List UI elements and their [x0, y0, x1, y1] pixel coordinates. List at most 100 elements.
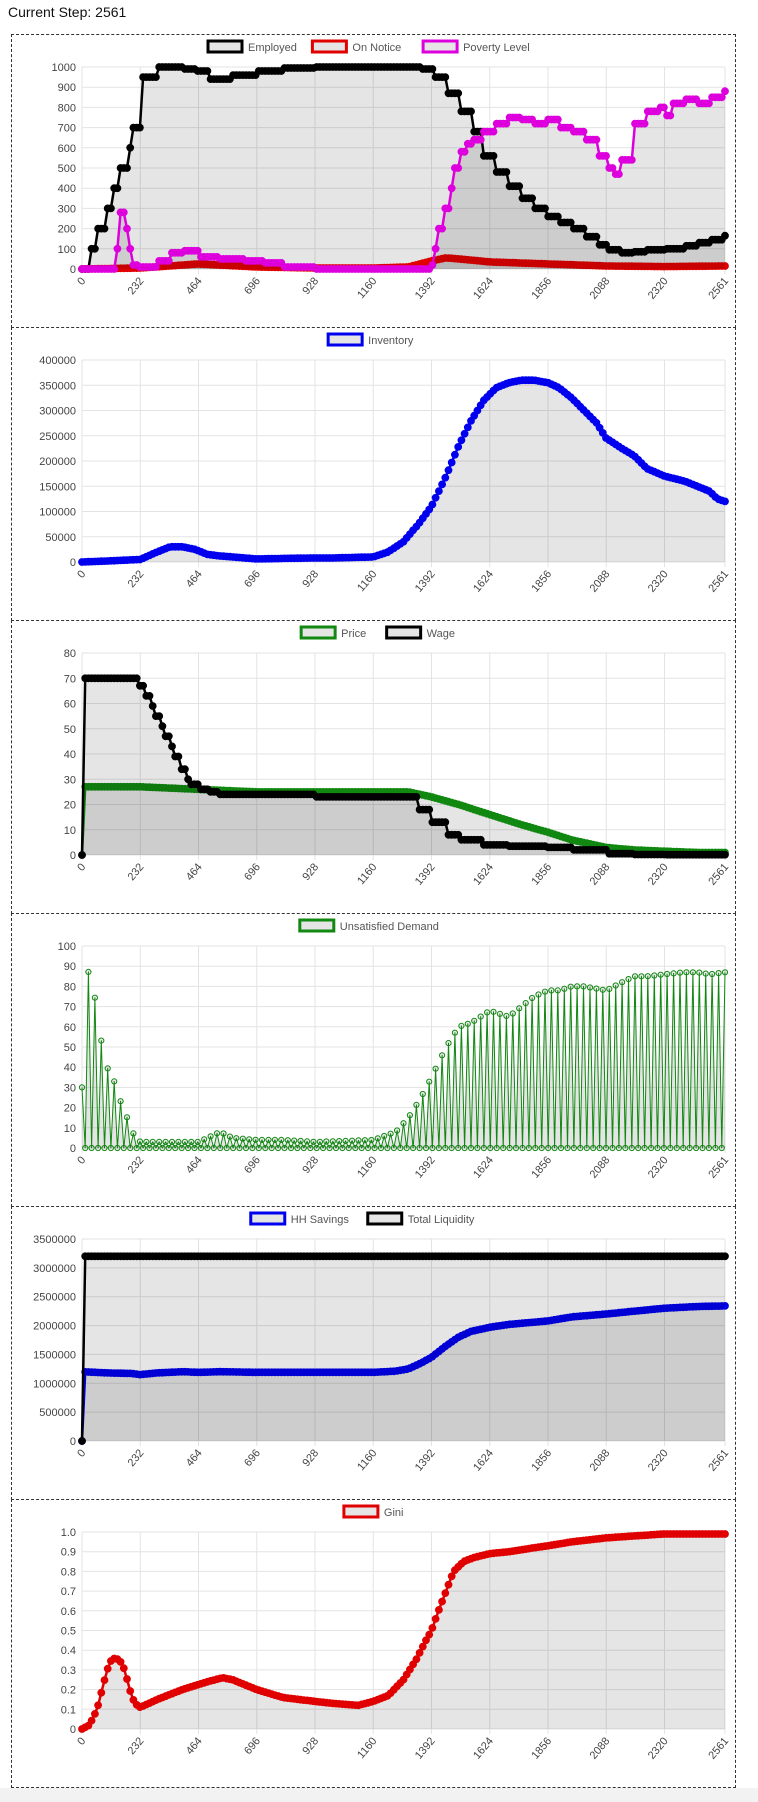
data-point: [410, 1144, 417, 1152]
gini-chart: Gini 0 0.1 0.2 0.3 0.4 0.5 0.6 0.7 0.8 0.9 1.0 0 232 4…: [61, 1504, 731, 1762]
data-point: [107, 1144, 115, 1152]
data-point: [123, 1675, 131, 1683]
data-point: [631, 973, 639, 980]
data-point: [416, 1144, 423, 1152]
series-area-wage: [82, 678, 725, 855]
data-point: [419, 1090, 426, 1098]
y-tick-label: 0: [70, 1436, 76, 1448]
data-point: [686, 1144, 693, 1152]
chart-panel-price-wage: Price Wage 0 10 20 30 40 50 60 70 80 0 232 464 696 928 1…: [11, 620, 736, 914]
data-point: [460, 147, 469, 156]
series-area-unsatisfied-demand: [82, 971, 725, 1148]
y-tick-label: 350000: [39, 380, 76, 392]
data-point: [313, 1144, 320, 1152]
y-tick-label: 90: [64, 961, 76, 973]
y-tick-label: 50000: [45, 532, 76, 544]
x-tick-label: 2320: [646, 568, 671, 594]
data-point: [95, 1144, 102, 1152]
data-point: [284, 1137, 291, 1144]
data-point: [236, 1144, 243, 1152]
y-tick-label: 0.9: [61, 1547, 76, 1559]
series-points-inventory: [78, 376, 729, 566]
legend-swatch-price: [299, 625, 337, 640]
data-point: [721, 1530, 729, 1538]
data-point: [641, 1144, 648, 1152]
data-point: [412, 1655, 421, 1664]
x-tick-label: 2320: [646, 1447, 671, 1473]
x-tick-label: 1856: [529, 275, 554, 301]
chart-grid: [81, 1238, 726, 1446]
legend-swatch-poverty-level: [421, 39, 459, 54]
data-point: [307, 1144, 314, 1152]
chart-panel-inventory: Inventory 0 50000 100000 150000 200000 250000 3…: [11, 327, 736, 621]
data-point: [432, 1065, 439, 1072]
data-point: [699, 1144, 706, 1152]
data-point: [246, 1136, 253, 1143]
data-point: [566, 218, 575, 227]
series-area-poverty-level: [82, 91, 725, 269]
x-tick-label: 696: [242, 1154, 263, 1176]
data-point: [528, 194, 536, 203]
y-tick-label: 500000: [39, 1407, 76, 1419]
data-point: [345, 1144, 352, 1152]
legend-swatch-total-liquidity: [366, 1211, 404, 1226]
data-point: [599, 986, 606, 993]
data-point: [159, 1144, 166, 1152]
legend-label-gini: Gini: [384, 1507, 404, 1519]
data-point: [683, 969, 690, 976]
x-tick-label: 1856: [529, 1154, 554, 1180]
data-point: [384, 1144, 391, 1152]
data-point: [721, 969, 729, 976]
legend-swatch-gini: [342, 1504, 380, 1519]
x-tick-label: 1160: [355, 861, 379, 887]
y-tick-label: 200: [58, 224, 76, 236]
data-point: [592, 232, 601, 241]
chart-legend: Gini: [342, 1504, 404, 1519]
data-point: [609, 1144, 616, 1152]
data-point: [332, 1144, 340, 1152]
x-tick-label: 1392: [413, 1154, 438, 1180]
data-point: [104, 1065, 111, 1072]
x-tick-label: 928: [300, 1447, 321, 1469]
x-tick-label: 0: [75, 568, 88, 580]
y-tick-label: 2500000: [33, 1292, 76, 1304]
data-point: [476, 135, 485, 144]
data-point: [310, 1138, 317, 1145]
data-point: [78, 1437, 86, 1445]
data-point: [103, 1664, 112, 1673]
data-point: [721, 87, 729, 96]
legend-swatch-on-notice: [310, 39, 348, 54]
data-point: [590, 1144, 597, 1152]
data-point: [291, 1137, 298, 1144]
data-point: [415, 1649, 424, 1657]
data-point: [438, 224, 447, 233]
x-tick-label: 1160: [355, 1447, 379, 1473]
data-point: [294, 1144, 301, 1152]
data-point: [570, 1144, 578, 1152]
data-point: [126, 1687, 135, 1695]
y-tick-label: 0: [70, 850, 76, 862]
legend-label-unsatisfied-demand: Unsatisfied Demand: [340, 921, 439, 933]
data-point: [721, 231, 729, 240]
data-point: [463, 423, 472, 432]
data-point: [435, 1144, 442, 1152]
data-point: [431, 493, 440, 502]
inventory-chart: Inventory 0 50000 100000 150000 200000 250000 3…: [39, 332, 731, 595]
legend-label-poverty-level: Poverty Level: [463, 42, 530, 54]
x-tick-label: 232: [126, 1154, 147, 1176]
data-point: [152, 263, 160, 271]
data-point: [426, 1078, 433, 1085]
legend-label-on-notice: On Notice: [352, 42, 401, 54]
data-point: [355, 1137, 362, 1144]
x-tick-label: 1624: [471, 861, 496, 887]
data-point: [651, 972, 658, 979]
data-point: [664, 970, 671, 978]
data-point: [352, 1144, 359, 1152]
data-point: [242, 1144, 250, 1152]
data-point: [339, 1144, 346, 1152]
y-tick-label: 900: [58, 82, 76, 94]
series-points-gini: [78, 1530, 729, 1733]
price-wage-chart: Price Wage 0 10 20 30 40 50 60 70 80 0 232 464 696 928 1…: [64, 625, 731, 888]
x-tick-label: 464: [184, 1735, 205, 1757]
data-point: [116, 1658, 125, 1666]
